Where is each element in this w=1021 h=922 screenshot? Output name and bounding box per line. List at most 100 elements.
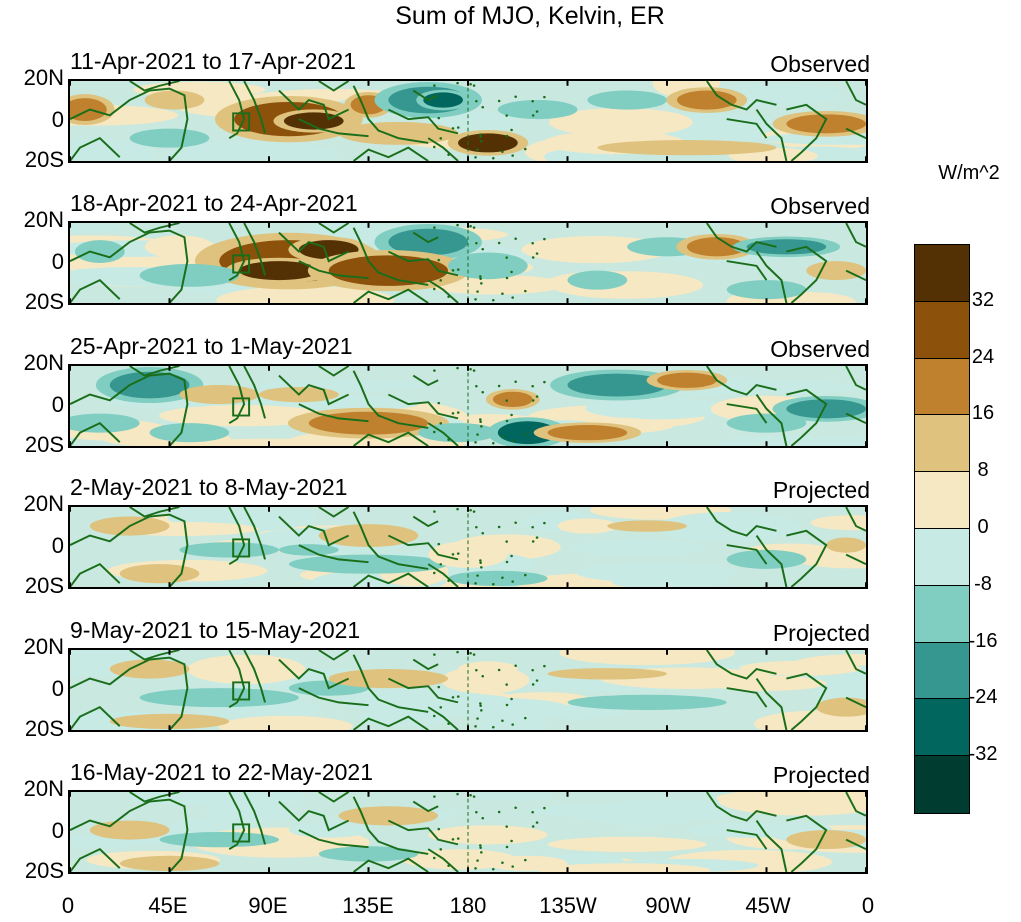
panel-type-label: Observed xyxy=(770,193,870,219)
island-dot xyxy=(535,679,539,682)
coastline xyxy=(278,89,350,121)
island-dot xyxy=(531,540,535,543)
island-dot xyxy=(479,846,482,849)
island-dot xyxy=(479,704,482,707)
latitude-label: 20N xyxy=(23,65,64,90)
island-dot xyxy=(479,133,482,136)
island-dot xyxy=(524,147,527,151)
coastline xyxy=(427,706,459,730)
anomaly-blob xyxy=(144,235,215,259)
island-dot xyxy=(543,521,546,525)
island-dot xyxy=(476,717,479,720)
coastline xyxy=(70,229,189,303)
anomaly-band xyxy=(575,562,737,583)
anomaly-band xyxy=(594,799,736,821)
coastline xyxy=(70,278,121,303)
coastline xyxy=(427,279,459,303)
island-dot xyxy=(531,525,534,529)
island-dot xyxy=(491,157,495,160)
island-dot xyxy=(456,837,460,840)
coastline xyxy=(786,388,828,446)
island-dot xyxy=(474,298,477,301)
hovmoller-map-panel xyxy=(68,221,868,305)
coastline xyxy=(228,792,246,850)
coastline xyxy=(755,109,788,161)
coastline xyxy=(726,544,768,565)
anomaly-blob xyxy=(179,385,260,405)
island-dot xyxy=(505,399,508,402)
island-dot xyxy=(433,226,436,229)
coastline xyxy=(845,553,866,565)
latitude-label: 20S xyxy=(24,289,64,314)
island-dot xyxy=(510,697,513,701)
island-dot xyxy=(479,561,482,564)
colorbar-swatch xyxy=(915,358,969,416)
colorbar-swatch xyxy=(915,585,969,643)
panel-date-range: 25-Apr-2021 to 1-May-2021 xyxy=(70,333,353,359)
anomaly-blob xyxy=(119,564,200,584)
island-dot xyxy=(479,277,482,280)
island-dot xyxy=(543,806,546,810)
colorbar-tick-label: -16 xyxy=(968,629,998,652)
anomaly-band xyxy=(816,680,866,703)
island-dot xyxy=(474,867,477,870)
colorbar-swatch xyxy=(915,415,969,473)
panel-date-range: 16-May-2021 to 22-May-2021 xyxy=(70,759,373,785)
anomaly-blob xyxy=(726,549,807,569)
coastline xyxy=(845,838,866,850)
island-dot xyxy=(497,241,501,245)
coastline xyxy=(412,800,439,813)
longitude-label: 135E xyxy=(342,893,394,918)
island-dot xyxy=(510,128,513,132)
island-dot xyxy=(531,810,534,814)
coastline xyxy=(387,108,459,135)
coastline xyxy=(845,269,866,281)
longitude-label: 0 xyxy=(861,893,875,918)
anomaly-blob xyxy=(179,542,279,558)
anomaly-blob xyxy=(70,413,140,433)
island-dot xyxy=(524,573,527,577)
colorbar-swatch xyxy=(915,472,969,529)
anomaly-blob xyxy=(806,261,866,281)
island-dot xyxy=(491,442,495,445)
coastline xyxy=(70,562,121,587)
island-dot xyxy=(432,430,436,434)
panel-date-range: 11-Apr-2021 to 17-Apr-2021 xyxy=(70,48,356,74)
anomaly-band xyxy=(727,381,862,394)
anomaly-blob xyxy=(288,554,449,574)
anomaly-blob xyxy=(328,669,449,689)
island-dot xyxy=(481,531,485,535)
region-box xyxy=(232,823,251,843)
island-dot xyxy=(456,126,460,129)
colorbar-tick-label: 0 xyxy=(977,516,989,538)
panel-type-label: Projected xyxy=(772,620,870,646)
coastline xyxy=(755,820,788,872)
anomaly-blob xyxy=(119,855,220,872)
anomaly-blob xyxy=(239,261,319,281)
island-dot xyxy=(437,116,441,120)
latitude-label: 0 xyxy=(51,107,64,132)
island-dot xyxy=(469,652,472,655)
island-dot xyxy=(475,810,478,814)
island-dot xyxy=(491,868,495,871)
coastline xyxy=(845,696,866,708)
coastline xyxy=(352,227,429,286)
island-dot xyxy=(510,413,513,417)
anomaly-band xyxy=(810,515,866,531)
coastline xyxy=(70,421,121,446)
island-dot xyxy=(476,290,479,293)
island-dot xyxy=(437,827,441,831)
island-dot xyxy=(524,432,527,436)
anomaly-blob xyxy=(318,846,419,862)
island-dot xyxy=(475,668,478,672)
coastline xyxy=(845,127,866,139)
anomaly-blob xyxy=(686,237,747,257)
island-dot xyxy=(474,725,477,728)
island-dot xyxy=(480,709,483,712)
island-dot xyxy=(437,258,441,262)
anomaly-band xyxy=(657,512,801,543)
island-dot xyxy=(497,99,501,103)
island-dot xyxy=(456,695,460,698)
island-dot xyxy=(511,154,514,157)
island-dot xyxy=(432,856,436,860)
